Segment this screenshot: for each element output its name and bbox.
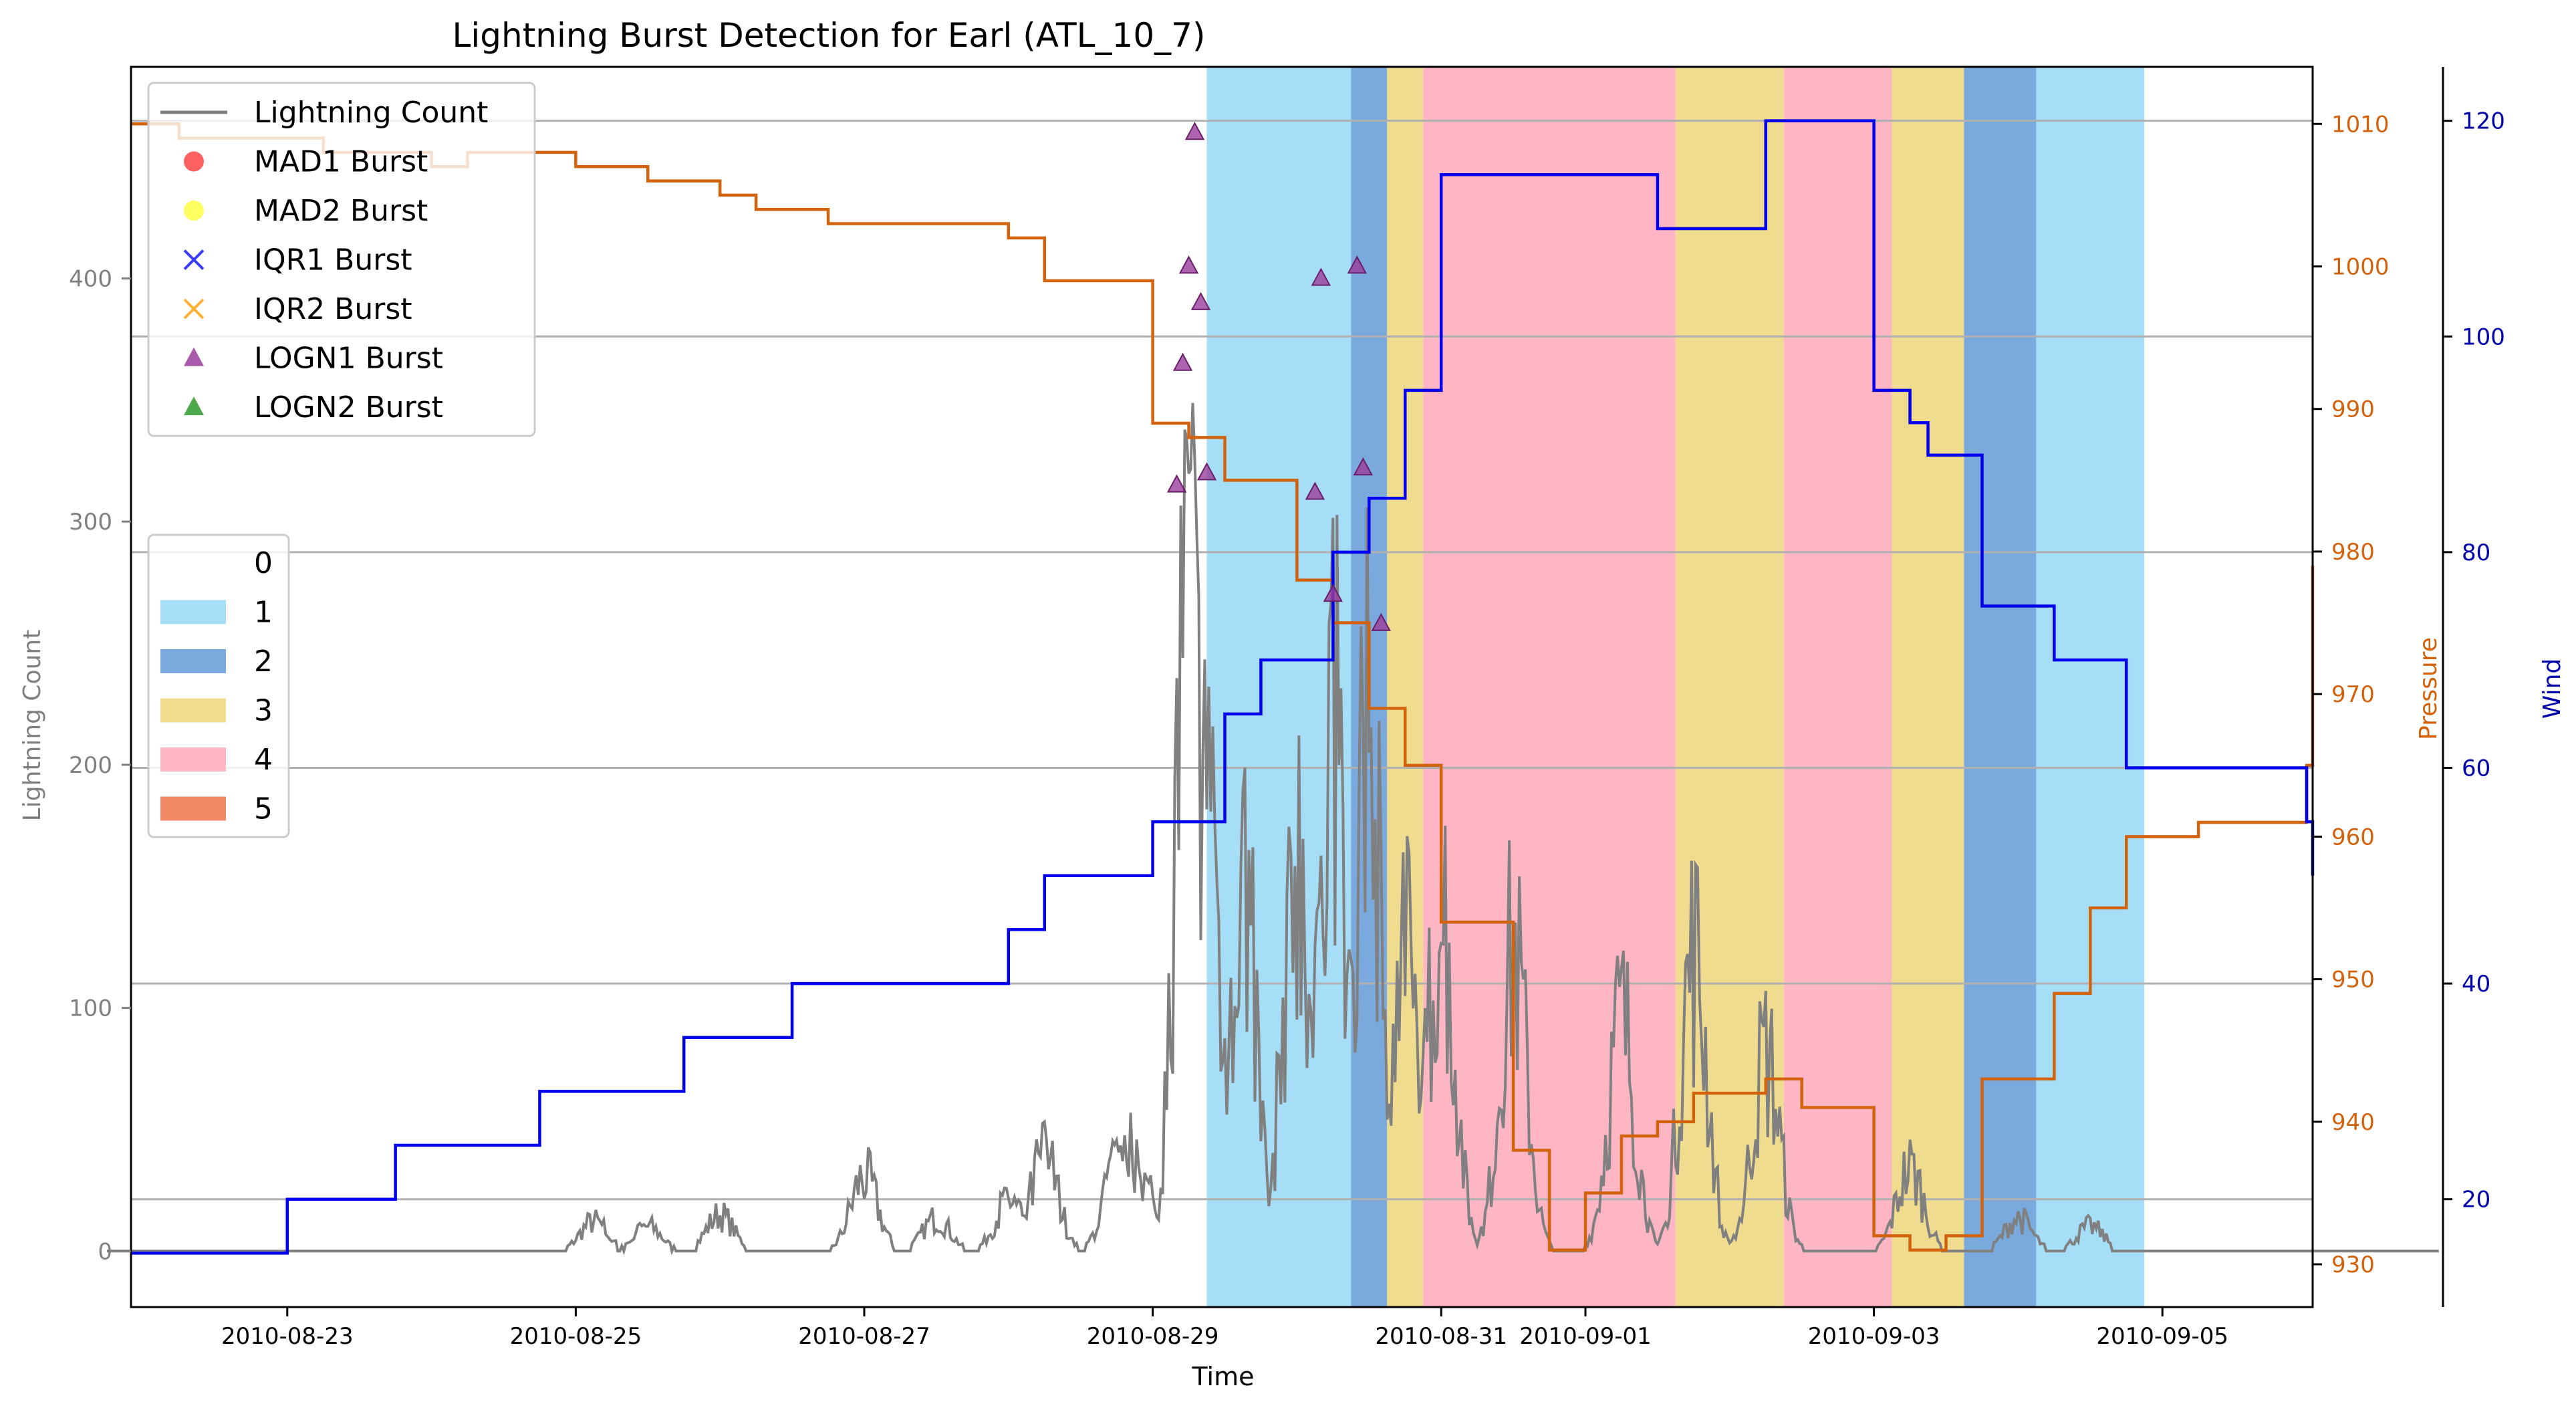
logn1-burst-marker — [1347, 255, 1367, 274]
legend-category-swatch — [160, 796, 226, 821]
wind-series — [131, 119, 2315, 1255]
legend-category-swatch — [160, 600, 226, 624]
legend-circle-icon — [184, 201, 204, 221]
legend-marker-label: IQR2 Burst — [254, 292, 412, 326]
category-span-1 — [1206, 67, 1351, 1307]
legend-triangle-icon — [184, 347, 204, 366]
y-left-tick-label: 200 — [69, 752, 112, 779]
logn1-burst-marker — [1311, 267, 1331, 286]
y-left-tick-label: 100 — [69, 995, 112, 1022]
y-left-tick-label: 0 — [98, 1238, 112, 1265]
x-tick-label: 2010-08-25 — [510, 1323, 642, 1350]
legend-category-label: 3 — [254, 694, 273, 728]
y-left-tick-label: 400 — [69, 265, 112, 292]
y-wind-tick-label: 60 — [2462, 755, 2490, 782]
x-tick-label: 2010-08-29 — [1087, 1323, 1219, 1350]
legend-marker-label: MAD2 Burst — [254, 194, 428, 228]
legend-markers: Lightning Count MAD1 Burst MAD2 Burst IQR1 … — [147, 82, 536, 437]
grid-lines — [131, 120, 2313, 1201]
y-pressure-tick-label: 990 — [2331, 396, 2375, 423]
wind-line — [131, 119, 2315, 1255]
legend-triangle-icon — [184, 396, 204, 415]
y-axis-label-wind: Wind — [2539, 659, 2566, 719]
y-pressure-tick-label: 960 — [2331, 824, 2375, 850]
lightning-count-line — [107, 402, 2439, 1256]
x-tick-label: 2010-08-31 — [1375, 1323, 1507, 1350]
legend-marker-label: IQR1 Burst — [254, 243, 412, 277]
y-wind-tick-label: 80 — [2462, 540, 2490, 566]
legend-marker-label: LOGN2 Burst — [254, 390, 443, 425]
category-span-4 — [1423, 67, 1676, 1307]
y-pressure-tick-label: 930 — [2331, 1252, 2375, 1278]
logn1-burst-marker — [1353, 457, 1373, 476]
category-span-2 — [1964, 67, 2037, 1307]
x-axis-label: Time — [1192, 1362, 1255, 1391]
axes: 2010-08-23 2010-08-25 2010-08-27 2010-08-29… — [69, 66, 2505, 1350]
x-tick-label: 2010-09-05 — [2096, 1323, 2228, 1350]
legend-category-swatch — [160, 649, 226, 673]
category-span-1 — [2036, 67, 2145, 1307]
logn1-burst-marker — [1178, 255, 1199, 274]
plot-frame — [130, 66, 2314, 1308]
category-spans — [1206, 67, 2145, 1307]
logn1-burst-marker — [1166, 474, 1187, 493]
legend-marker-label: MAD1 Burst — [254, 145, 428, 179]
y-pressure-tick-label: 950 — [2331, 967, 2375, 993]
logn1-burst-marker — [1305, 481, 1325, 500]
y-left-tick-label: 300 — [69, 509, 112, 536]
legend-categories: 0 1 2 3 4 5 — [147, 534, 290, 838]
y-pressure-tick-label: 980 — [2331, 539, 2375, 566]
category-span-4 — [1783, 67, 1892, 1307]
logn1-burst-marker — [1190, 291, 1211, 310]
legend-category-label: 5 — [254, 792, 273, 826]
x-tick-label: 2010-08-23 — [221, 1323, 354, 1350]
logn1-burst-marker — [1184, 122, 1205, 140]
logn1-burst-marker — [1323, 584, 1343, 602]
chart-title: Lightning Burst Detection for Earl (ATL_… — [453, 16, 1206, 55]
y-pressure-tick-label: 970 — [2331, 681, 2375, 708]
x-tick-label: 2010-08-27 — [798, 1323, 930, 1350]
logn1-burst-marker — [1172, 352, 1193, 371]
x-tick-label: 2010-09-03 — [1808, 1323, 1940, 1350]
y-wind-tick-label: 40 — [2462, 971, 2490, 998]
y-wind-tick-label: 100 — [2462, 324, 2505, 350]
category-span-3 — [1387, 67, 1424, 1307]
lightning-series — [107, 402, 2439, 1256]
y-wind-tick-label: 20 — [2462, 1187, 2490, 1213]
legend-category-swatch — [160, 747, 226, 772]
legend-marker-label: LOGN1 Burst — [254, 342, 443, 376]
legend-x-icon — [183, 298, 205, 320]
y-wind-tick-label: 120 — [2462, 108, 2505, 135]
y-axis-label-left: Lightning Count — [19, 630, 46, 822]
logn1-burst-markers — [1166, 122, 1391, 631]
legend-category-label: 0 — [254, 546, 273, 580]
logn1-burst-marker — [1196, 462, 1217, 481]
pressure-line — [131, 122, 2315, 1252]
legend-markers-box — [147, 82, 536, 437]
y-pressure-tick-label: 1000 — [2331, 254, 2390, 281]
y-pressure-tick-label: 940 — [2331, 1109, 2375, 1136]
legend-category-label: 4 — [254, 743, 273, 777]
y-axis-label-pressure: Pressure — [2415, 637, 2442, 740]
legend-category-swatch — [160, 698, 226, 723]
legend-circle-icon — [184, 151, 204, 172]
y-pressure-tick-label: 1010 — [2331, 111, 2390, 138]
category-span-3 — [1892, 67, 1964, 1307]
legend-category-label: 1 — [254, 596, 273, 630]
legend-category-label: 2 — [254, 645, 273, 679]
logn1-burst-marker — [1371, 612, 1391, 631]
legend-marker-label: Lightning Count — [254, 96, 488, 130]
x-tick-label: 2010-09-01 — [1519, 1323, 1652, 1350]
pressure-series — [131, 122, 2315, 1252]
legend-x-icon — [183, 249, 205, 270]
